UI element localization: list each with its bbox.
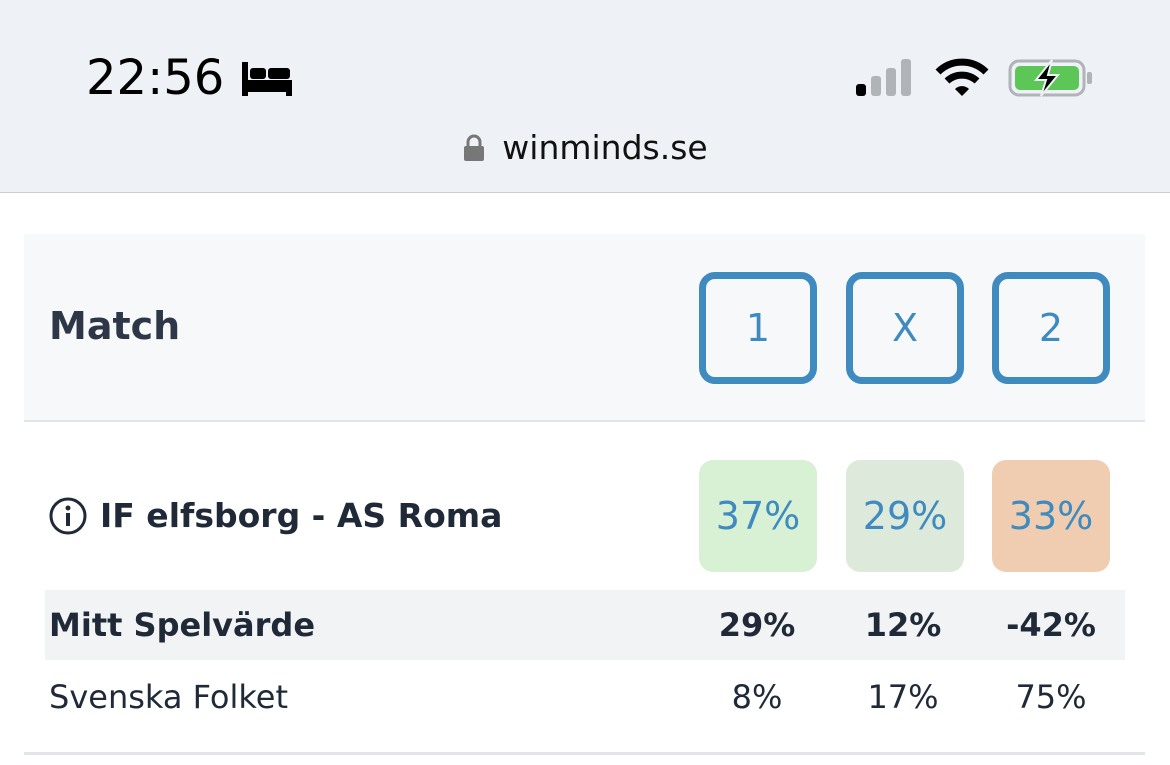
option-button[interactable]: X: [846, 272, 964, 384]
row-value: 29%: [718, 606, 796, 644]
header-title: Match: [49, 304, 181, 348]
signal-icon: [856, 59, 911, 96]
option-button[interactable]: 2: [992, 272, 1110, 384]
option-button[interactable]: 1: [699, 272, 817, 384]
row-value: 75%: [1015, 678, 1087, 716]
url: winminds.se: [502, 128, 708, 167]
match-name: IF elfsborg - AS Roma: [100, 496, 503, 535]
probability: 29%: [846, 460, 964, 572]
wifi-icon: [935, 58, 989, 96]
battery-icon: [1008, 59, 1092, 97]
probability: 37%: [699, 460, 817, 572]
row-background: [45, 590, 1125, 660]
row-label: Svenska Folket: [49, 678, 288, 716]
lock-icon: [464, 134, 484, 161]
row-value: 8%: [731, 678, 783, 716]
info-icon[interactable]: [48, 496, 88, 536]
probability: 33%: [992, 460, 1110, 572]
clock: 22:56: [86, 50, 225, 106]
status-bar: 22:56 winminds.se: [0, 0, 1170, 193]
row-label: Mitt Spelvärde: [49, 606, 316, 644]
row-value: 12%: [864, 606, 942, 644]
row-value: 17%: [867, 678, 939, 716]
sleep-icon: [242, 62, 292, 96]
header-card: [24, 234, 1145, 422]
divider: [24, 752, 1145, 755]
row-value: -42%: [1006, 606, 1096, 644]
